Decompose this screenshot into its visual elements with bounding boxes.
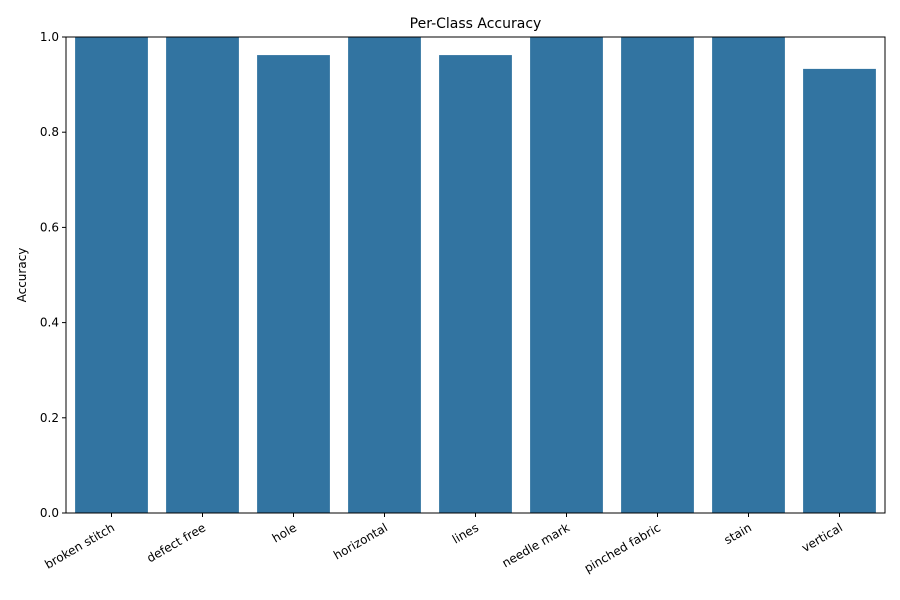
x-tick-label: hole — [270, 520, 299, 545]
y-axis: 0.0 0.2 0.4 0.6 0.8 1.0 — [40, 30, 66, 520]
bars-group — [75, 37, 876, 514]
x-tick-label: defect free — [144, 520, 208, 565]
bar-pinched-fabric — [621, 37, 694, 513]
chart-title: Per-Class Accuracy — [410, 16, 542, 32]
bar-needle-mark — [530, 37, 603, 513]
x-tick-label: pinched fabric — [582, 520, 663, 575]
bar-broken-stitch — [75, 37, 148, 513]
bar-vertical — [803, 68, 876, 513]
bar-horizontal — [348, 37, 421, 513]
y-tick-label: 0.4 — [40, 316, 59, 330]
plot-frame — [65, 36, 886, 514]
y-tick-label: 0.8 — [40, 125, 59, 139]
x-tick-label: lines — [450, 520, 481, 546]
bar-lines — [439, 55, 512, 514]
x-axis: broken stitch defect free hole horizontal li… — [42, 513, 845, 575]
bar-stain — [712, 37, 785, 513]
x-tick-label: broken stitch — [42, 520, 117, 571]
x-tick-label: stain — [722, 520, 754, 547]
y-axis-title: Accuracy — [15, 248, 29, 303]
bar-defect-free — [166, 37, 239, 513]
bar-hole — [257, 55, 330, 514]
y-tick-label: 0.2 — [40, 411, 59, 425]
x-tick-label: needle mark — [500, 520, 572, 570]
y-tick-label: 0.6 — [40, 220, 59, 234]
x-tick-label: vertical — [799, 520, 845, 554]
x-tick-label: horizontal — [331, 520, 390, 562]
y-tick-label: 1.0 — [40, 30, 59, 44]
y-tick-label: 0.0 — [40, 506, 59, 520]
